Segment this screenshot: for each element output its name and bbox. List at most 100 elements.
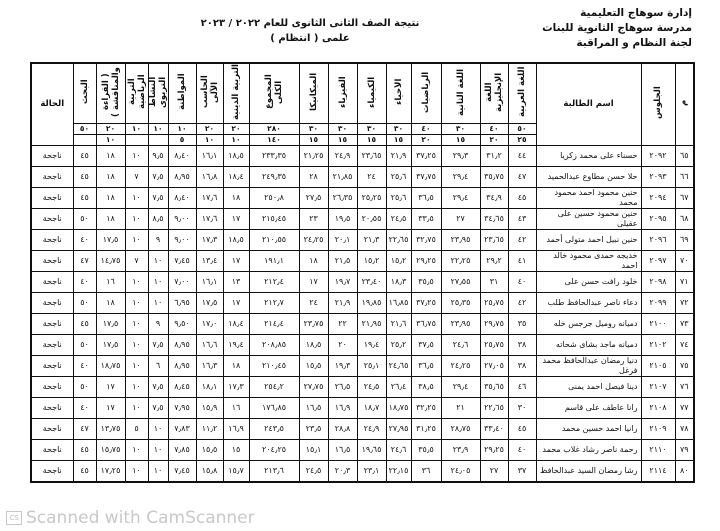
grade-cell: ٣٢٫٢٥ [410,397,442,419]
grade-cell: ٢١٫٥ [327,250,358,272]
grade-cell: ٢٣٣٫٣٥ [248,145,300,167]
grade-cell: ٤٥ [507,418,537,440]
grade-cell: ٩٫٠٠ [167,229,197,251]
grade-cell: ٧٫٤٥ [167,250,197,272]
grade-cell: ٩ [147,229,169,251]
grade-cell: ٨٫٤٠ [167,145,197,167]
row-number: ٦٧ [674,187,695,209]
column-header: الكيمياء [356,62,387,124]
grade-cell: ١٨ [95,292,126,314]
column-header: التربية الرياضية [124,62,149,124]
grade-cell: ١٧٫٥ [95,229,126,251]
min-mark: ٥ [167,134,197,146]
max-mark: ١٠ [124,123,149,135]
grade-cell: ٧ [124,166,149,188]
grade-cell: ٢٩٫٤ [440,187,481,209]
grade-cell: ١٥٫٥ [298,355,329,377]
status-cell: ناجحة [30,355,74,377]
student-name: حنين محمود حسين على عقيلى [535,208,642,230]
grade-cell: ٣٥٫٦٥ [479,376,509,398]
grade-cell: ١٦٫٩ [327,397,358,419]
document-title: نتيجة الصف الثانى الثانوى للعام ٢٠٢٢ / ٢… [200,18,420,29]
grade-cell: ١٦٫٣ [195,355,224,377]
grade-cell: ٤٠ [507,271,537,293]
grade-cell: ٢٤٫٦ [385,439,412,461]
grade-cell: ١٠ [147,418,169,440]
grade-cell: ١٨ [298,250,329,272]
school-line: مدرسة سوهاج الثانوية للبنات [542,22,692,34]
table-row: ٧٨ ٢١٠٩ رانيا احمد حسين محمد ٤٥ ٣٣٫٤٠ ٢٨٫٧٥ ٣١… [30,418,695,440]
student-name: دميانه روميل جرجس خله [535,313,642,335]
grade-cell: ٢٣ [298,208,329,230]
grade-cell: ٤٥ [72,187,97,209]
grade-cell: ٧٫٥ [147,376,169,398]
grade-cell: ١٠ [124,208,149,230]
grade-cell: ٢٤ [298,292,329,314]
grade-cell: ٨٫٤٥ [167,376,197,398]
camscanner-watermark: CS Scanned with CamScanner [6,508,255,528]
column-header-label: اللغة الثانية [455,68,466,116]
max-mark: ٣٠ [385,123,412,135]
grade-cell: ١٨٫١ [195,376,224,398]
grade-cell: ٢٤٫٥ [298,460,329,483]
grade-cell: ١٥٫٩ [195,397,224,419]
column-header-label: ( القراءة والمناقشة ) [100,67,121,117]
row-number: ٧٨ [674,418,695,440]
grade-cell: ٤٧ [72,250,97,272]
max-mark: ٢٠ [195,123,224,135]
grade-cell: ٢٢ [327,313,358,335]
grade-cell: ١٠ [124,439,149,461]
grade-cell: ٢٤٫٩ [327,145,358,167]
grade-cell: ٢٤٫٢٥ [440,355,481,377]
grade-cell: ٢١٠٫٥٥ [248,229,300,251]
row-number: ٧١ [674,271,695,293]
student-name: خلود رافت حسن على [535,271,642,293]
grade-cell: ١١٫٢ [195,418,224,440]
grade-cell: ٧ [124,250,149,272]
column-header: الحالة [30,62,74,146]
grade-cell: ١٤٫٧٥ [95,250,126,272]
row-number: ٧٢ [674,292,695,314]
grade-cell: ٢٣٫١ [356,460,387,483]
grade-cell: ٧٫٥ [147,397,169,419]
grade-cell: ٢٣٫٩٥ [440,229,481,251]
table-row: ٧١ ٢٠٩٨ خلود رافت حسن على ٤٠ ٣١ ٢٧٫٥٥ ٣٥٫٥ ١٨٫٣… [30,271,695,293]
grade-cell: ١٨٫٣ [385,271,412,293]
max-mark: ٢٠ [222,123,250,135]
grade-cell: ٤٥ [72,460,97,483]
school-header: إدارة سوهاج التعليمية مدرسة سوهاج الثانو… [542,6,692,51]
column-header: الفيزياء [327,62,358,124]
grade-cell: ٢٩٫٢٥ [479,439,509,461]
grade-cell: ١٧٫٣ [195,229,224,251]
table-row: ٦٥ ٢٠٩٢ حسناء على محمد زكريا ٤٤ ٣١٫٢ ٢٩٫٣ ٣٧٫٢… [30,145,695,167]
grade-cell: ١٦٫٩ [222,418,250,440]
grade-cell: ١٠ [147,292,169,314]
directorate-line: إدارة سوهاج التعليمية [580,7,692,19]
grade-cell: ٢١٫٩٥ [356,313,387,335]
grade-cell: ٣٦٫٥ [410,355,442,377]
grade-cell: ٢٦٫٥ [327,376,358,398]
status-cell: ناجحة [30,334,74,356]
grade-cell: ١٩١٫١ [248,250,300,272]
grade-cell: ١٣ [222,271,250,293]
column-header: اسم الطالبة [535,62,642,146]
grade-cell: ١٨ [95,187,126,209]
grade-cell: ١٠ [147,460,169,483]
grade-cell: ٤٠ [72,229,97,251]
grade-cell: ٢٥٫٣٥ [440,292,481,314]
row-number: ٧٥ [674,355,695,377]
grade-cell: ٢٧٫٩٥ [385,418,412,440]
column-header: الحاسب الآلى [195,62,224,124]
grade-cell: ٤٤ [507,145,537,167]
grade-cell: ٢٥٫٧٥ [479,334,509,356]
grade-cell: ٣٠ [507,397,537,419]
seat-number: ٢١٠٩ [640,418,676,440]
table-row: ٧٥ ٢١٠٥ دنيا رمضان عبدالحافظ محمد فرغل ٣٨ ٢٧… [30,355,695,377]
column-header: ( القراءة والمناقشة ) [95,62,126,124]
seat-number: ٢١٠٠ [640,313,676,335]
table-row: ٧٤ ٢١٠٢ دميانه ماجد بشاى شحاته ٣٨ ٢٥٫٧٥ ٢٤٫٦ ٣… [30,334,695,356]
grade-cell: ٢١٢٫٧ [248,292,300,314]
grade-cell: ١٧٫٠ [195,313,224,335]
grade-cell: ٢٧٫٥٥ [440,271,481,293]
grade-cell: ٢٧ [440,208,481,230]
